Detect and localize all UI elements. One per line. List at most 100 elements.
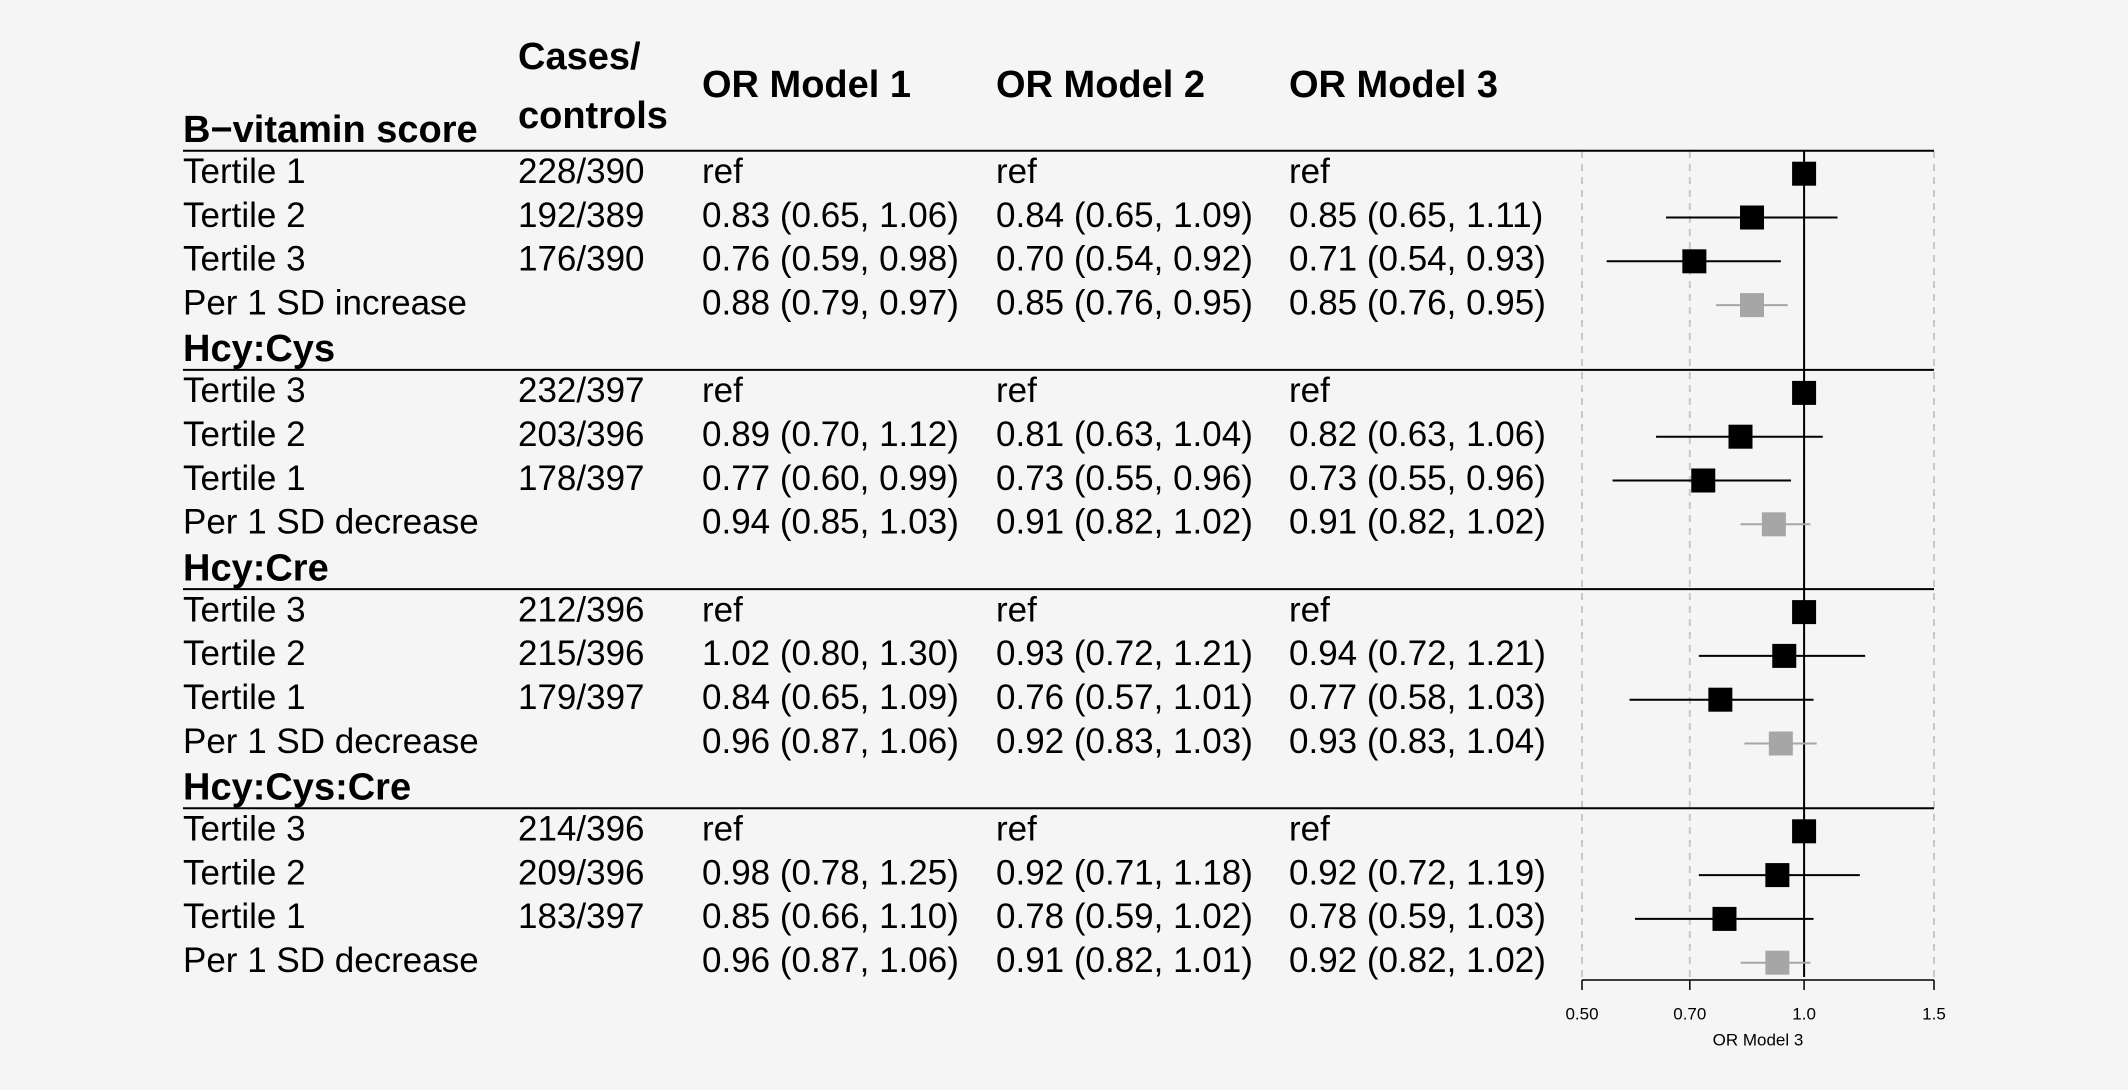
cases-controls: 203/396 <box>518 415 645 454</box>
group-header: B−vitamin score <box>183 109 478 151</box>
group-header: Hcy:Cys <box>183 328 335 370</box>
row-label: Per 1 SD increase <box>183 283 467 322</box>
row-label: Tertile 2 <box>183 415 306 454</box>
odds-ratio: 0.78 (0.59, 1.03) <box>1289 897 1546 936</box>
point-estimate <box>1712 906 1737 931</box>
odds-ratio: 0.94 (0.85, 1.03) <box>702 503 959 542</box>
odds-ratio: 0.88 (0.79, 0.97) <box>702 283 959 322</box>
odds-ratio: 0.85 (0.66, 1.10) <box>702 897 959 936</box>
odds-ratio: 0.89 (0.70, 1.12) <box>702 415 959 454</box>
point-estimate <box>1792 600 1817 625</box>
column-header: OR Model 2 <box>996 64 1205 106</box>
x-tick-label: 0.50 <box>1565 1004 1598 1023</box>
odds-ratio: ref <box>702 371 743 410</box>
cases-controls: 209/396 <box>518 853 645 892</box>
point-estimate <box>1708 687 1733 712</box>
row-label: Tertile 3 <box>183 240 306 279</box>
row-label: Tertile 1 <box>183 897 306 936</box>
point-estimate <box>1792 819 1817 844</box>
odds-ratio: 0.91 (0.82, 1.01) <box>996 941 1253 980</box>
row-label: Tertile 1 <box>183 152 306 191</box>
odds-ratio: 0.76 (0.59, 0.98) <box>702 240 959 279</box>
odds-ratio: ref <box>1289 810 1330 849</box>
odds-ratio: 0.84 (0.65, 1.09) <box>996 196 1253 235</box>
cases-controls: 228/390 <box>518 152 645 191</box>
odds-ratio: ref <box>702 810 743 849</box>
cases-controls: 179/397 <box>518 678 645 717</box>
odds-ratio: 0.93 (0.83, 1.04) <box>1289 722 1546 761</box>
odds-ratio: 0.73 (0.55, 0.96) <box>1289 459 1546 498</box>
cases-controls: 212/396 <box>518 590 645 629</box>
point-estimate <box>1792 380 1817 405</box>
odds-ratio: ref <box>1289 590 1330 629</box>
odds-ratio: 0.92 (0.72, 1.19) <box>1289 853 1546 892</box>
cases-controls: 183/397 <box>518 897 645 936</box>
cases-controls: 215/396 <box>518 634 645 673</box>
x-tick-label: 1.5 <box>1922 1004 1946 1023</box>
odds-ratio: 0.77 (0.58, 1.03) <box>1289 678 1546 717</box>
odds-ratio: ref <box>702 152 743 191</box>
odds-ratio: 0.78 (0.59, 1.02) <box>996 897 1253 936</box>
odds-ratio: 0.71 (0.54, 0.93) <box>1289 240 1546 279</box>
odds-ratio: ref <box>702 590 743 629</box>
cases-controls: 214/396 <box>518 810 645 849</box>
point-estimate <box>1740 293 1765 318</box>
odds-ratio: 0.84 (0.65, 1.09) <box>702 678 959 717</box>
odds-ratio: 0.85 (0.76, 0.95) <box>1289 283 1546 322</box>
row-label: Tertile 2 <box>183 196 306 235</box>
row-label: Per 1 SD decrease <box>183 503 479 542</box>
cases-controls: 178/397 <box>518 459 645 498</box>
odds-ratio: ref <box>1289 152 1330 191</box>
odds-ratio: 0.96 (0.87, 1.06) <box>702 722 959 761</box>
row-label: Tertile 2 <box>183 634 306 673</box>
x-tick-label: 0.70 <box>1673 1004 1706 1023</box>
odds-ratio: ref <box>996 371 1037 410</box>
x-tick-label: 1.0 <box>1792 1004 1816 1023</box>
odds-ratio: 0.96 (0.87, 1.06) <box>702 941 959 980</box>
odds-ratio: 0.91 (0.82, 1.02) <box>996 503 1253 542</box>
odds-ratio: 0.70 (0.54, 0.92) <box>996 240 1253 279</box>
point-estimate <box>1765 950 1790 975</box>
odds-ratio: 0.83 (0.65, 1.06) <box>702 196 959 235</box>
group-header: Hcy:Cre <box>183 547 329 589</box>
odds-ratio: 1.02 (0.80, 1.30) <box>702 634 959 673</box>
odds-ratio: 0.85 (0.76, 0.95) <box>996 283 1253 322</box>
row-label: Tertile 1 <box>183 459 306 498</box>
point-estimate <box>1728 424 1753 449</box>
odds-ratio: 0.92 (0.82, 1.02) <box>1289 941 1546 980</box>
cases-controls: 232/397 <box>518 371 645 410</box>
row-label: Per 1 SD decrease <box>183 722 479 761</box>
point-estimate <box>1768 731 1793 756</box>
point-estimate <box>1761 512 1786 537</box>
cases-controls: 176/390 <box>518 240 645 279</box>
point-estimate <box>1772 643 1797 668</box>
odds-ratio: 0.93 (0.72, 1.21) <box>996 634 1253 673</box>
x-axis-label: OR Model 3 <box>1713 1030 1804 1049</box>
row-label: Tertile 1 <box>183 678 306 717</box>
odds-ratio: ref <box>996 152 1037 191</box>
point-estimate <box>1765 863 1790 888</box>
point-estimate <box>1691 468 1716 493</box>
odds-ratio: 0.92 (0.83, 1.03) <box>996 722 1253 761</box>
group-header: Hcy:Cys:Cre <box>183 767 411 809</box>
column-header: OR Model 1 <box>702 64 911 106</box>
row-label: Per 1 SD decrease <box>183 941 479 980</box>
odds-ratio: 0.98 (0.78, 1.25) <box>702 853 959 892</box>
odds-ratio: ref <box>996 590 1037 629</box>
odds-ratio: 0.85 (0.65, 1.11) <box>1289 196 1543 235</box>
column-header: OR Model 3 <box>1289 64 1498 106</box>
point-estimate <box>1740 205 1765 230</box>
row-label: Tertile 3 <box>183 590 306 629</box>
odds-ratio: 0.82 (0.63, 1.06) <box>1289 415 1546 454</box>
row-label: Tertile 3 <box>183 810 306 849</box>
cases-controls: 192/389 <box>518 196 645 235</box>
point-estimate <box>1792 161 1817 186</box>
odds-ratio: 0.77 (0.60, 0.99) <box>702 459 959 498</box>
odds-ratio: 0.81 (0.63, 1.04) <box>996 415 1253 454</box>
column-header: Cases/ controls <box>518 36 668 137</box>
odds-ratio: 0.76 (0.57, 1.01) <box>996 678 1253 717</box>
odds-ratio: ref <box>1289 371 1330 410</box>
odds-ratio: ref <box>996 810 1037 849</box>
odds-ratio: 0.92 (0.71, 1.18) <box>996 853 1253 892</box>
